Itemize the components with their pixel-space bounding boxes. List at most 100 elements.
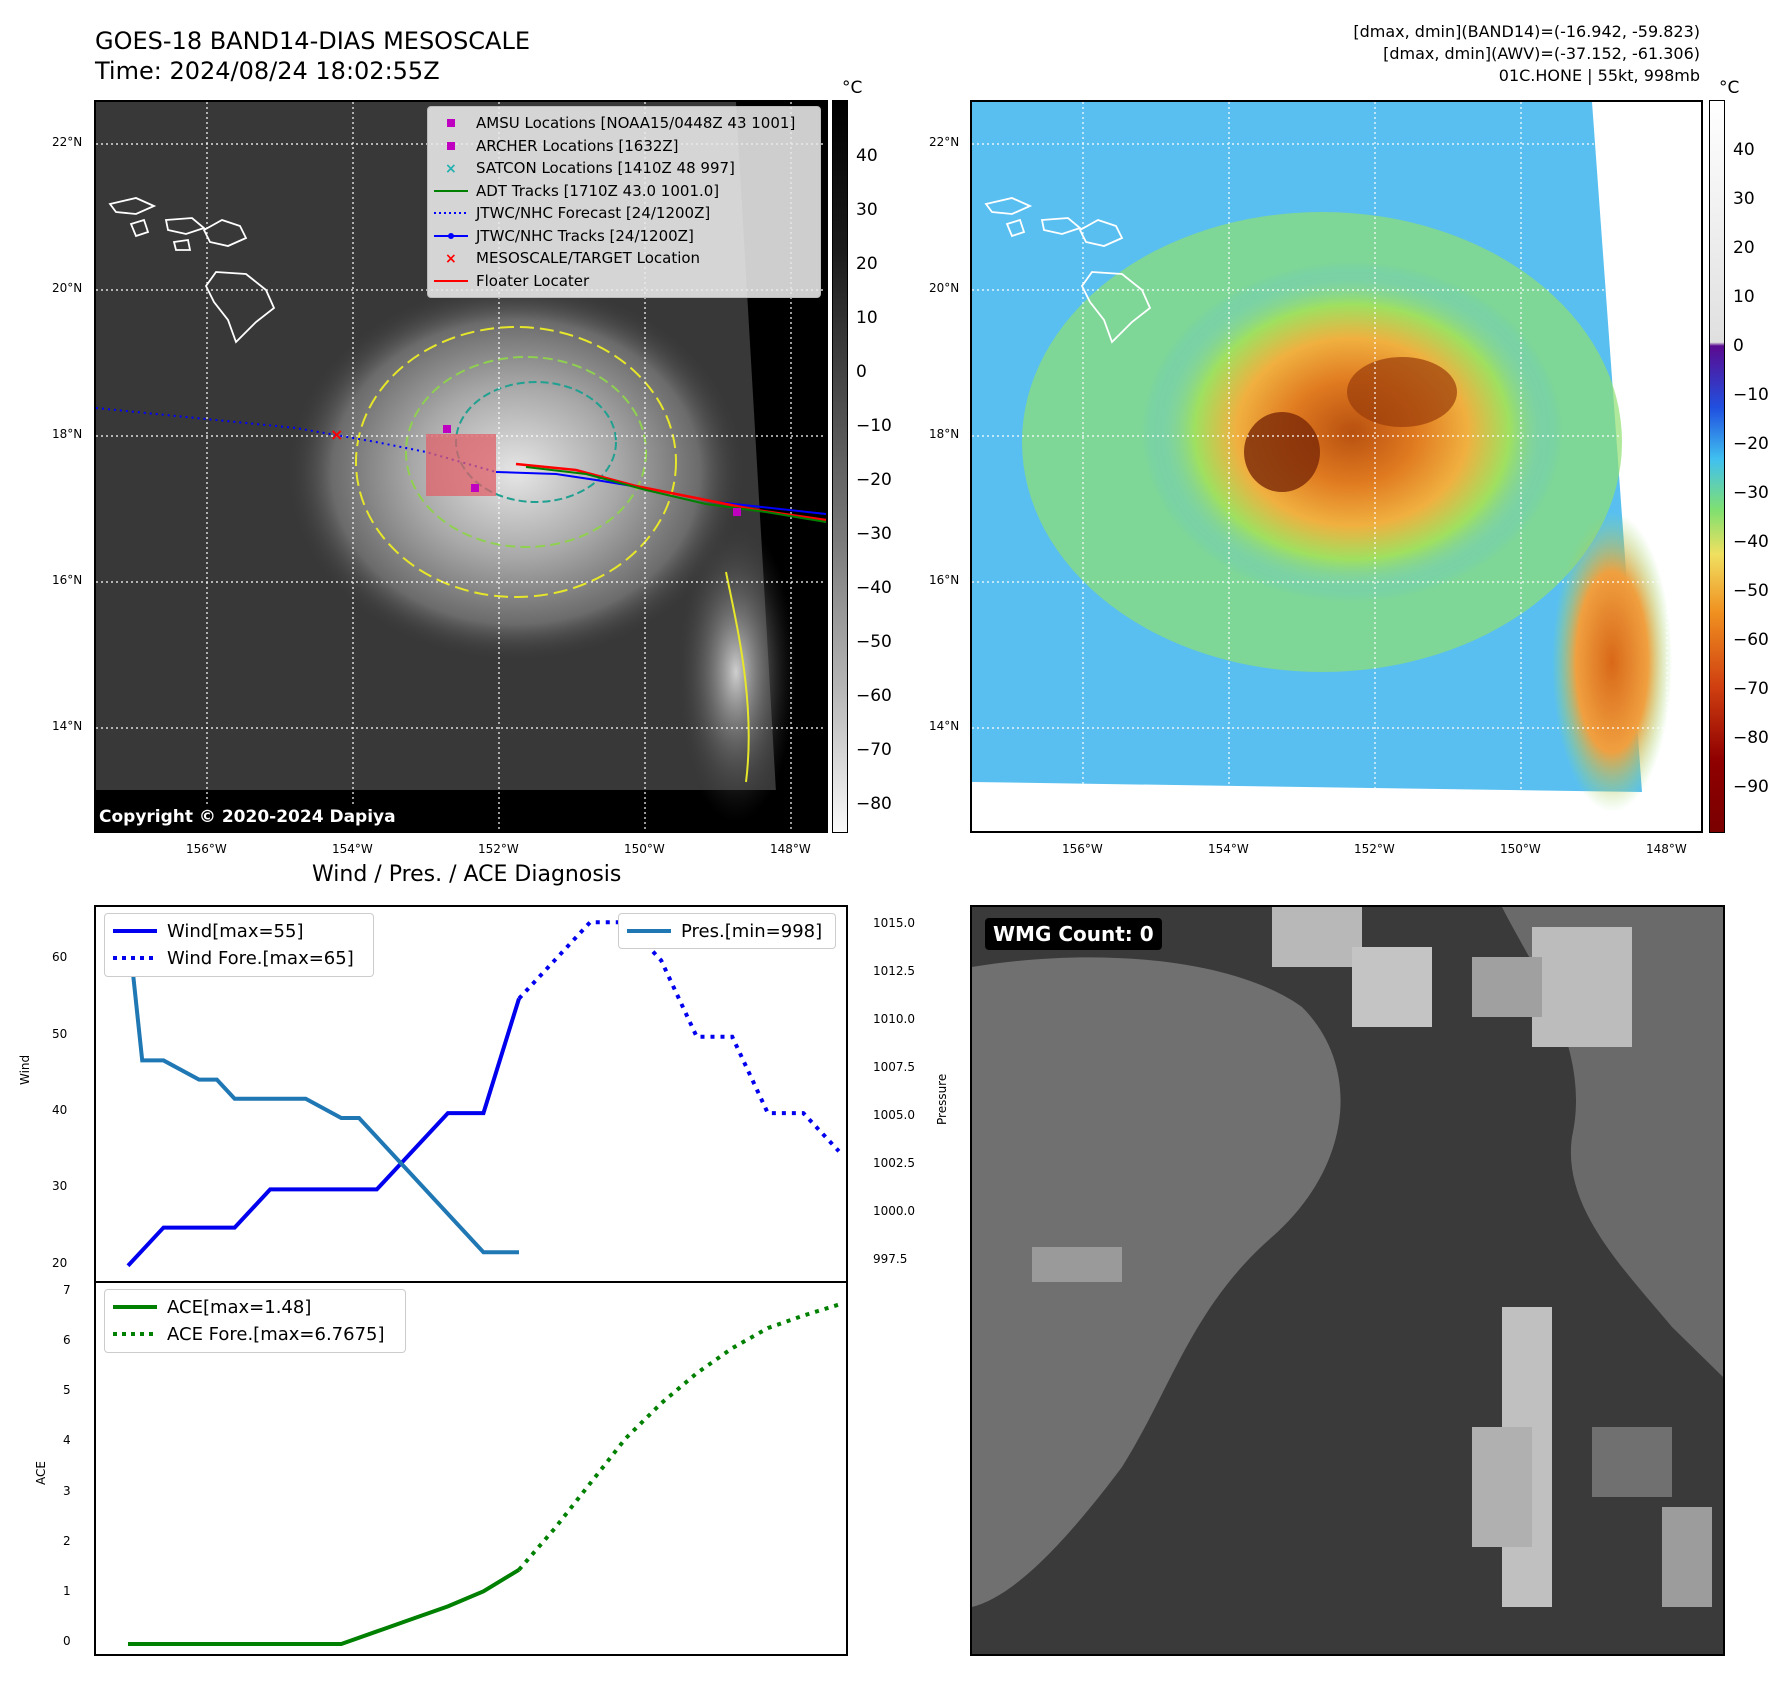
rmap-lat-20n: 20°N xyxy=(929,281,960,295)
legend-label-4: JTWC/NHC Forecast [24/1200Z] xyxy=(476,204,711,222)
svg-text:×: × xyxy=(445,251,457,267)
colorbar-left-tick-12: −80 xyxy=(856,794,892,814)
ace-tick-6: 1 xyxy=(63,1583,71,1598)
rmap-lat-18n: 18°N xyxy=(929,427,960,441)
ace-tick-2: 5 xyxy=(63,1383,71,1398)
amsu-marker-2 xyxy=(733,508,741,516)
colorbar-right-tick-9: −50 xyxy=(1733,581,1769,601)
lon-label-150w: 150°W xyxy=(624,842,665,856)
lat-label-22n: 22°N xyxy=(52,135,83,149)
legend-item-4: JTWC/NHC Forecast [24/1200Z] xyxy=(434,202,710,224)
lat-label-18n: 18°N xyxy=(52,427,83,441)
legend-item-0: AMSU Locations [NOAA15/0448Z 43 1001] xyxy=(434,112,795,134)
colorbar-left-tick-7: −30 xyxy=(856,524,892,544)
lat-label-20n: 20°N xyxy=(52,281,83,295)
rmap-lat-14n: 14°N xyxy=(929,719,960,733)
legend-pressure: Pres.[min=998] xyxy=(627,920,823,942)
contour-band xyxy=(725,571,750,783)
legend-item-2: × SATCON Locations [1410Z 48 997] xyxy=(434,157,735,179)
pressure-tick-4: 1005.0 xyxy=(873,1107,915,1122)
colorbar-left-tick-4: 0 xyxy=(856,362,867,382)
lon-label-148w: 148°W xyxy=(770,842,811,856)
wmg-gray-region xyxy=(972,957,1341,1607)
colorbar-right-tick-1: 30 xyxy=(1733,189,1755,209)
colorbar-right-tick-8: −40 xyxy=(1733,532,1769,552)
rmap-lat-16n: 16°N xyxy=(929,573,960,587)
colorbar-right-unit: °C xyxy=(1719,78,1740,98)
wind-tick-0: 60 xyxy=(52,950,68,965)
colorbar-left-tick-10: −60 xyxy=(856,686,892,706)
hawaii-coastline xyxy=(108,197,276,344)
ace-svg xyxy=(127,1302,840,1646)
pressure-tick-3: 1007.5 xyxy=(873,1060,915,1075)
pressure-tick-7: 997.5 xyxy=(873,1251,908,1266)
legend-wind: Wind[max=55] xyxy=(113,920,304,942)
pressure-tick-6: 1000.0 xyxy=(873,1203,915,1218)
colorbar-left-unit: °C xyxy=(842,78,863,98)
colorbar-left-tick-6: −20 xyxy=(856,470,892,490)
copyright: Copyright © 2020-2024 Dapiya xyxy=(95,805,400,829)
legend-label-1: ARCHER Locations [1632Z] xyxy=(476,136,679,155)
legend-label-6: MESOSCALE/TARGET Location xyxy=(476,249,701,267)
amsu-marker xyxy=(471,484,479,492)
lat-label-16n: 16°N xyxy=(52,573,83,587)
legend-item-7: Floater Locater xyxy=(434,270,589,292)
pressure-tick-0: 1015.0 xyxy=(873,916,915,931)
colorbar-left-tick-9: −50 xyxy=(856,632,892,652)
rain-band xyxy=(676,522,796,822)
colorbar-right-tick-5: −10 xyxy=(1733,385,1769,405)
ace-tick-0: 7 xyxy=(63,1283,71,1298)
awv-range: [dmax, dmin](AWV)=(-37.152, -61.306) xyxy=(1383,44,1700,63)
legend-wind-forecast: Wind Fore.[max=65] xyxy=(113,947,354,969)
legend-ace-forecast: ACE Fore.[max=6.7675] xyxy=(113,1323,385,1345)
wind-tick-4: 20 xyxy=(52,1255,68,1270)
adt-track xyxy=(525,466,826,523)
series-line-0 xyxy=(126,997,521,1268)
color-map-gridlines xyxy=(972,102,1701,831)
color-map-svg xyxy=(972,102,1701,831)
colorbar-right-tick-13: −90 xyxy=(1733,777,1769,797)
legend-ace: ACE[max=1.48] xyxy=(113,1296,312,1318)
legend-label-3: ADT Tracks [1710Z 43.0 1001.0] xyxy=(476,181,720,200)
colorbar-left xyxy=(832,100,848,833)
figure-title: GOES-18 BAND14-DIAS MESOSCALE xyxy=(95,27,531,55)
colorbar-left-tick-8: −40 xyxy=(856,578,892,598)
storm-info: 01C.HONE | 55kt, 998mb xyxy=(1498,66,1700,85)
ace-axis-label: ACE xyxy=(34,1461,48,1485)
wmg-panel xyxy=(970,905,1725,1656)
ace-tick-7: 0 xyxy=(63,1633,71,1648)
colorbar-left-tick-3: 10 xyxy=(856,308,878,328)
colorbar-right-tick-12: −80 xyxy=(1733,728,1769,748)
rmap-lon-154w: 154°W xyxy=(1208,842,1249,856)
colorbar-right-tick-0: 40 xyxy=(1733,140,1755,160)
pressure-tick-2: 1010.0 xyxy=(873,1012,915,1027)
legend-item-3: ADT Tracks [1710Z 43.0 1001.0] xyxy=(434,180,719,202)
storm-cold-tops xyxy=(1142,262,1562,602)
pressure-legend: Pres.[min=998] xyxy=(618,913,836,949)
legend-item-6: × MESOSCALE/TARGET Location xyxy=(434,247,700,269)
legend-item-5: JTWC/NHC Tracks [24/1200Z] xyxy=(434,225,694,247)
contour-yellow xyxy=(355,326,677,598)
rmap-lat-22n: 22°N xyxy=(929,135,960,149)
colorbar-left-tick-5: −10 xyxy=(856,416,892,436)
diagnosis-title: Wind / Pres. / ACE Diagnosis xyxy=(312,862,622,887)
color-rain-band xyxy=(1552,512,1672,812)
ace-series-line-0 xyxy=(127,1568,521,1646)
wind-legend: Wind[max=55] Wind Fore.[max=65] xyxy=(104,913,374,977)
ace-series-line-1 xyxy=(517,1302,840,1572)
rmap-lon-148w: 148°W xyxy=(1646,842,1687,856)
wmg-svg xyxy=(972,907,1723,1607)
series-line-2 xyxy=(126,925,519,1255)
wind-tick-1: 50 xyxy=(52,1026,68,1041)
color-map-panel xyxy=(970,100,1703,833)
legend-label-7: Floater Locater xyxy=(476,271,590,290)
colorbar-right xyxy=(1709,100,1725,833)
colorbar-right-tick-4: 0 xyxy=(1733,336,1744,356)
colorbar-right-tick-10: −60 xyxy=(1733,630,1769,650)
pressure-tick-5: 1002.5 xyxy=(873,1155,915,1170)
colorbar-right-tick-6: −20 xyxy=(1733,434,1769,454)
wind-tick-3: 30 xyxy=(52,1179,68,1194)
ace-legend: ACE[max=1.48] ACE Fore.[max=6.7675] xyxy=(104,1289,406,1353)
colorbar-left-tick-0: 40 xyxy=(856,146,878,166)
colorbar-right-tick-2: 20 xyxy=(1733,238,1755,258)
